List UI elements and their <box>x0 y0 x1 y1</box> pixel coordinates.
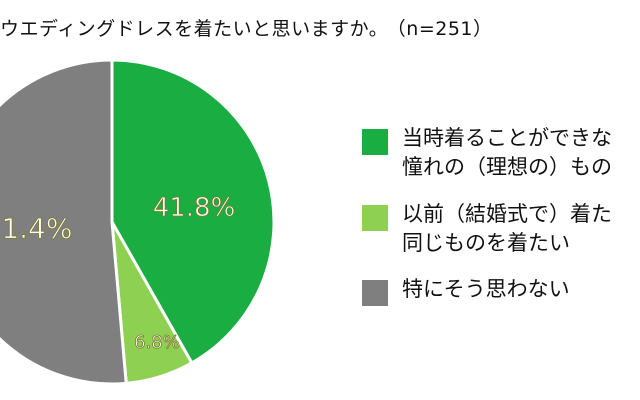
legend-label: 以前（結婚式で）着た 同じものを着たい <box>402 200 612 258</box>
pie-slice-dream-dress <box>110 58 276 366</box>
legend-label: 当時着ることができな 憧れの（理想の）もの <box>402 124 612 182</box>
legend-label-line: 同じものを着たい <box>402 231 570 255</box>
slice-label-dream-dress: 41.8% <box>153 193 236 223</box>
title-question: ウエディングドレスを着たいと思いますか。 <box>0 18 389 40</box>
slice-label-no: 51.4% <box>0 212 72 245</box>
legend-swatch <box>362 280 388 306</box>
legend-swatch <box>362 205 388 231</box>
legend-swatch <box>362 129 388 155</box>
chart-title: ウエディングドレスを着たいと思いますか。 （n=251） <box>0 14 640 41</box>
legend-label: 特にそう思わない <box>402 275 570 304</box>
legend-label-line: 特にそう思わない <box>402 277 570 301</box>
legend-label-line: 当時着ることができな <box>402 126 612 150</box>
pie-slice-no <box>0 58 128 386</box>
title-sample-size: （n=251） <box>396 18 493 40</box>
slice-label-same-dress: 6.8% <box>134 332 180 353</box>
legend-label-line: 以前（結婚式で）着た <box>402 202 612 226</box>
legend-label-line: 憧れの（理想の）もの <box>402 155 612 179</box>
legend-item-dream-dress: 当時着ることができな 憧れの（理想の）もの <box>362 124 640 182</box>
legend-item-same-dress: 以前（結婚式で）着た 同じものを着たい <box>362 200 640 258</box>
legend-item-no: 特にそう思わない <box>362 275 640 306</box>
